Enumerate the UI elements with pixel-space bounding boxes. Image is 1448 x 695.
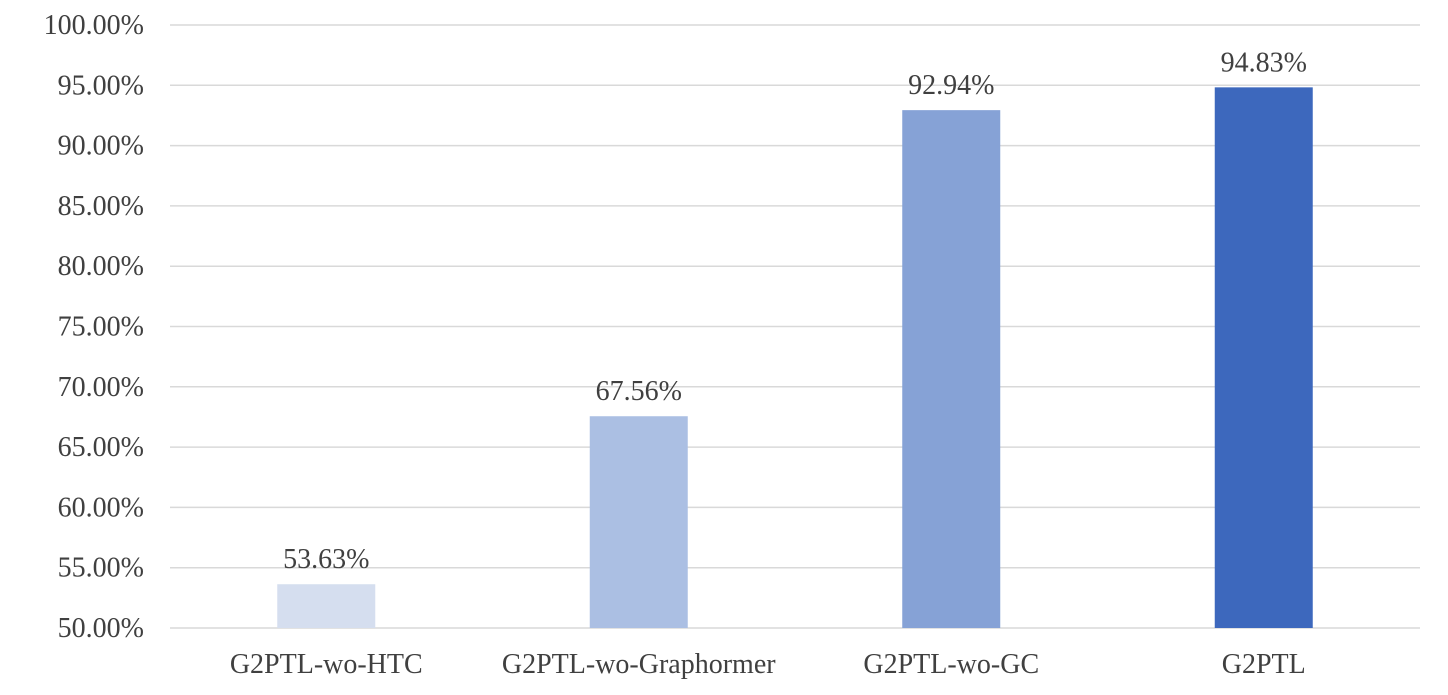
y-tick-label: 60.00%: [58, 492, 144, 523]
x-category-label: G2PTL-wo-GC: [863, 649, 1039, 680]
bar: [589, 416, 688, 628]
bars: [277, 87, 1313, 628]
y-tick-label: 55.00%: [58, 553, 144, 584]
y-tick-label: 75.00%: [58, 312, 144, 343]
y-tick-label: 90.00%: [58, 131, 144, 162]
y-tick-label: 65.00%: [58, 432, 144, 463]
x-axis-category-labels: G2PTL-wo-HTC G2PTL-wo-Graphormer G2PTL-wo-…: [230, 649, 1306, 680]
y-tick-label: 85.00%: [58, 191, 144, 222]
bar: [1214, 87, 1313, 628]
data-label: 92.94%: [908, 70, 994, 101]
data-label: 94.83%: [1221, 47, 1307, 78]
x-category-label: G2PTL-wo-HTC: [230, 649, 423, 680]
data-label: 53.63%: [283, 544, 369, 575]
y-tick-label: 70.00%: [58, 372, 144, 403]
data-label: 67.56%: [596, 376, 682, 407]
y-tick-label: 100.00%: [44, 10, 144, 41]
data-labels: 53.63% 67.56% 92.94% 94.83%: [283, 47, 1307, 575]
bar: [277, 584, 376, 628]
x-category-label: G2PTL: [1222, 649, 1306, 680]
y-tick-label: 50.00%: [58, 613, 144, 644]
y-tick-label: 95.00%: [58, 70, 144, 101]
y-axis-tick-labels: 50.00% 55.00% 60.00% 65.00% 70.00% 75.00% 80.0…: [44, 10, 144, 644]
gridlines: [170, 24, 1420, 629]
bar: [902, 110, 1001, 628]
x-category-label: G2PTL-wo-Graphormer: [502, 649, 776, 680]
y-tick-label: 80.00%: [58, 251, 144, 282]
